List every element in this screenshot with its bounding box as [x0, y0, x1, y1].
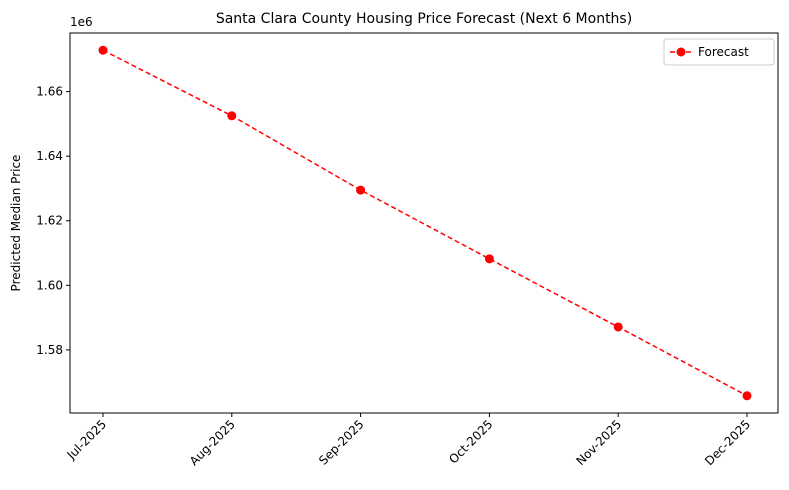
- x-tick-label: Dec-2025: [702, 417, 753, 468]
- data-point: [98, 45, 108, 55]
- x-tick-label: Aug-2025: [187, 417, 238, 468]
- series-line-forecast: [102, 49, 748, 397]
- y-tick-label: 1.64: [36, 149, 63, 163]
- data-point: [484, 254, 494, 264]
- plot-frame: [69, 32, 779, 414]
- plot-area: 1.58 1.60 1.62 1.64 1.66 Jul-2025 Aug-2025 Sep-…: [36, 45, 753, 468]
- y-tick-label: 1.66: [36, 85, 63, 99]
- data-point: [742, 391, 752, 401]
- x-tick-label: Jul-2025: [64, 417, 110, 463]
- y-tick-label: 1.62: [36, 214, 63, 228]
- data-point: [613, 322, 623, 332]
- y-tick-label: 1.60: [36, 278, 63, 292]
- data-point: [227, 111, 237, 121]
- legend-marker: [676, 47, 686, 57]
- legend-box: [663, 38, 775, 66]
- chart-title: Santa Clara County Housing Price Forecas…: [216, 11, 632, 27]
- y-offset-label: 1e6: [70, 15, 93, 29]
- x-tick-label: Oct-2025: [446, 417, 495, 466]
- x-tick-label: Sep-2025: [316, 417, 367, 468]
- legend-label-forecast: Forecast: [698, 45, 749, 59]
- y-tick-label: 1.58: [36, 343, 63, 357]
- x-tick-label: Nov-2025: [573, 417, 624, 468]
- data-point: [356, 185, 366, 195]
- legend: Forecast: [663, 38, 775, 66]
- y-axis-label: Predicted Median Price: [9, 155, 23, 292]
